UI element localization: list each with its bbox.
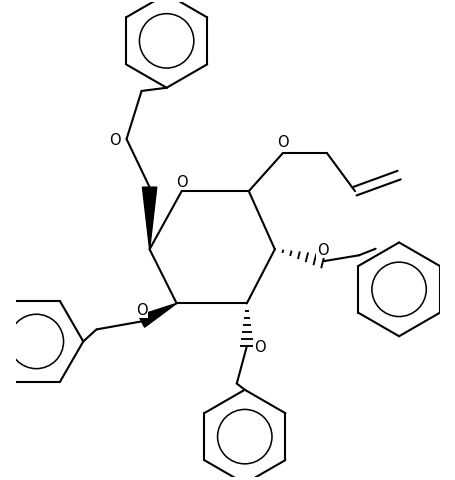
Text: O: O [176, 175, 187, 190]
Text: O: O [136, 302, 147, 318]
Text: O: O [253, 339, 265, 354]
Text: O: O [109, 132, 121, 147]
Polygon shape [138, 304, 176, 327]
Polygon shape [142, 188, 157, 250]
Text: O: O [277, 134, 288, 150]
Text: O: O [316, 242, 328, 258]
